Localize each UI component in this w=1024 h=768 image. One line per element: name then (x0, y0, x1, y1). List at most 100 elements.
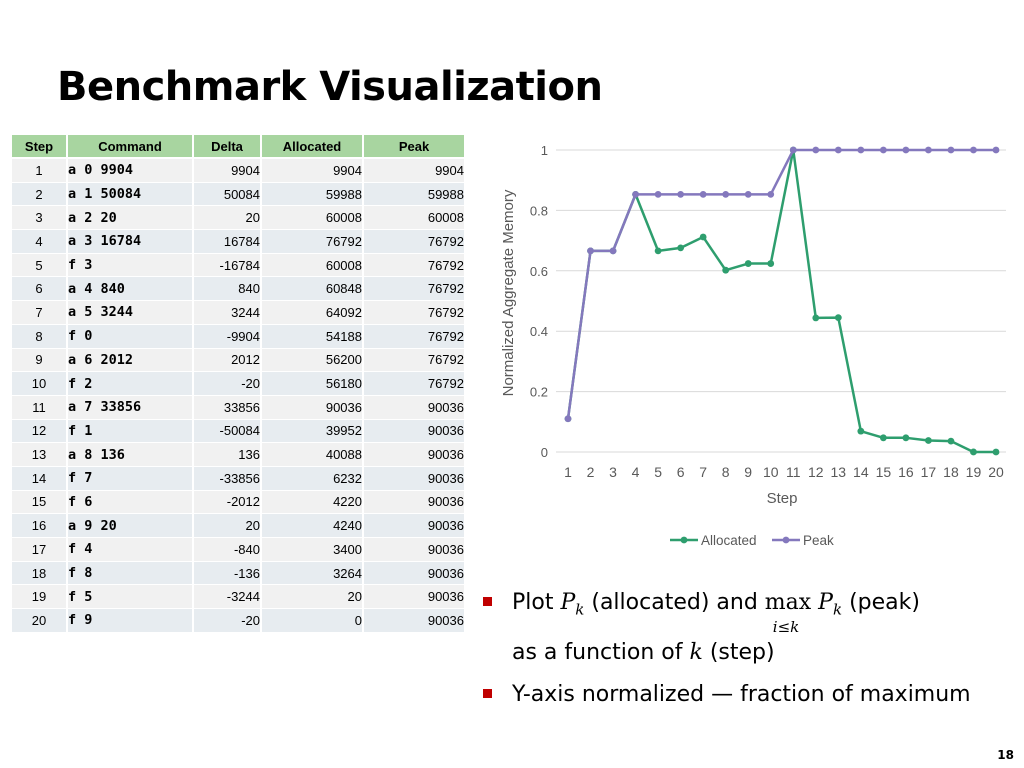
x-tick-label: 17 (921, 464, 937, 480)
cell-delta: 20 (194, 206, 262, 231)
x-tick-label: 4 (632, 464, 640, 480)
bullet-line-1: Plot Pk (allocated) and max i≤k Pk (peak) (512, 590, 920, 636)
cell-allocated: 3400 (262, 538, 364, 562)
cell-delta: -20 (194, 372, 262, 396)
legend-marker-peak (782, 536, 790, 544)
x-axis-label: Step (767, 490, 798, 507)
cell-step: 18 (12, 561, 68, 586)
cell-delta: -2012 (194, 490, 262, 515)
cell-delta: -16784 (194, 253, 262, 278)
cell-allocated: 4240 (262, 514, 364, 538)
legend-label-allocated: Allocated (701, 533, 757, 548)
series-line-peak (566, 148, 996, 419)
table-row: 18 f 8 -136 3264 90036 (12, 561, 466, 586)
cell-command: f 6 (68, 490, 194, 515)
cell-peak: 90036 (364, 538, 466, 562)
cell-delta: 136 (194, 443, 262, 467)
x-tick-label: 10 (763, 464, 779, 480)
data-point-allocated (970, 448, 977, 456)
cell-allocated: 64092 (262, 301, 364, 325)
cell-step: 7 (12, 301, 68, 325)
cell-command: f 8 (68, 561, 194, 586)
cell-step: 17 (12, 538, 68, 562)
cell-delta: -50084 (194, 419, 262, 444)
cell-step: 12 (12, 419, 68, 444)
bullet-square-icon (483, 689, 492, 699)
cell-peak: 76792 (364, 348, 466, 373)
x-tick-label: 16 (898, 464, 914, 480)
data-point-allocated (902, 434, 910, 442)
data-point-peak (970, 146, 977, 154)
x-tick-label: 14 (853, 464, 869, 480)
cell-step: 3 (12, 206, 68, 231)
cell-delta: 9904 (194, 159, 262, 183)
series-line-allocated (566, 148, 997, 454)
data-point-allocated (992, 448, 1000, 456)
cell-allocated: 59988 (262, 182, 364, 207)
cell-command: f 2 (68, 372, 194, 396)
bullet-item-plot: Plot Pk (allocated) and max i≤k Pk (peak)… (482, 588, 971, 668)
data-point-peak (677, 190, 685, 198)
data-point-allocated (767, 260, 775, 267)
data-point-allocated (857, 427, 865, 435)
cell-allocated: 40088 (262, 443, 364, 467)
data-point-peak (992, 146, 1000, 154)
data-point-allocated (722, 266, 730, 274)
cell-command: a 1 50084 (68, 182, 194, 207)
header-command: Command (68, 135, 194, 159)
table-row: 13 a 8 136 136 40088 90036 (12, 443, 466, 467)
table-row: 19 f 5 -3244 20 90036 (12, 585, 466, 610)
bullet-list: Plot Pk (allocated) and max i≤k Pk (peak)… (482, 588, 971, 710)
data-point-peak (587, 247, 594, 255)
cell-step: 11 (12, 395, 68, 420)
data-point-peak (767, 190, 775, 198)
data-point-peak (834, 146, 842, 154)
cell-allocated: 76792 (262, 230, 364, 254)
table-row: 11 a 7 33856 33856 90036 90036 (12, 395, 466, 420)
data-point-peak (564, 415, 572, 423)
y-tick-label: 0.6 (530, 264, 548, 279)
cell-delta: -33856 (194, 466, 262, 491)
cell-step: 10 (12, 372, 68, 396)
legend-marker-allocated (680, 536, 688, 544)
x-tick-label: 3 (609, 464, 617, 480)
cell-command: f 1 (68, 419, 194, 444)
cell-delta: -20 (194, 609, 262, 633)
cell-peak: 90036 (364, 490, 466, 515)
data-point-peak (947, 146, 955, 154)
x-tick-label: 1 (564, 464, 572, 480)
data-point-peak (902, 146, 910, 154)
cell-peak: 76792 (364, 230, 466, 254)
cell-allocated: 60008 (262, 253, 364, 278)
cell-step: 5 (12, 253, 68, 278)
cell-command: a 8 136 (68, 443, 194, 467)
bullet-line-2: as a function of k (step) (512, 640, 775, 666)
cell-step: 2 (12, 182, 68, 207)
data-point-allocated (834, 314, 842, 322)
data-point-peak (879, 146, 887, 154)
cell-allocated: 0 (262, 609, 364, 633)
cell-allocated: 39952 (262, 419, 364, 444)
cell-command: a 7 33856 (68, 395, 194, 420)
y-tick-label: 0.8 (530, 203, 548, 218)
data-point-peak (699, 190, 707, 198)
cell-allocated: 56200 (262, 348, 364, 373)
data-point-peak (925, 146, 932, 154)
header-allocated: Allocated (262, 135, 364, 159)
x-tick-label: 5 (654, 464, 662, 480)
data-point-allocated (879, 434, 887, 442)
cell-delta: -840 (194, 538, 262, 562)
page-number: 18 (997, 748, 1014, 762)
cell-step: 20 (12, 609, 68, 633)
x-tick-label: 7 (699, 464, 707, 480)
data-point-allocated (654, 247, 662, 255)
cell-peak: 60008 (364, 206, 466, 231)
cell-command: f 0 (68, 324, 194, 349)
x-tick-label: 6 (677, 464, 685, 480)
y-axis-label: Normalized Aggregate Memory (500, 189, 517, 396)
cell-delta: 3244 (194, 301, 262, 325)
